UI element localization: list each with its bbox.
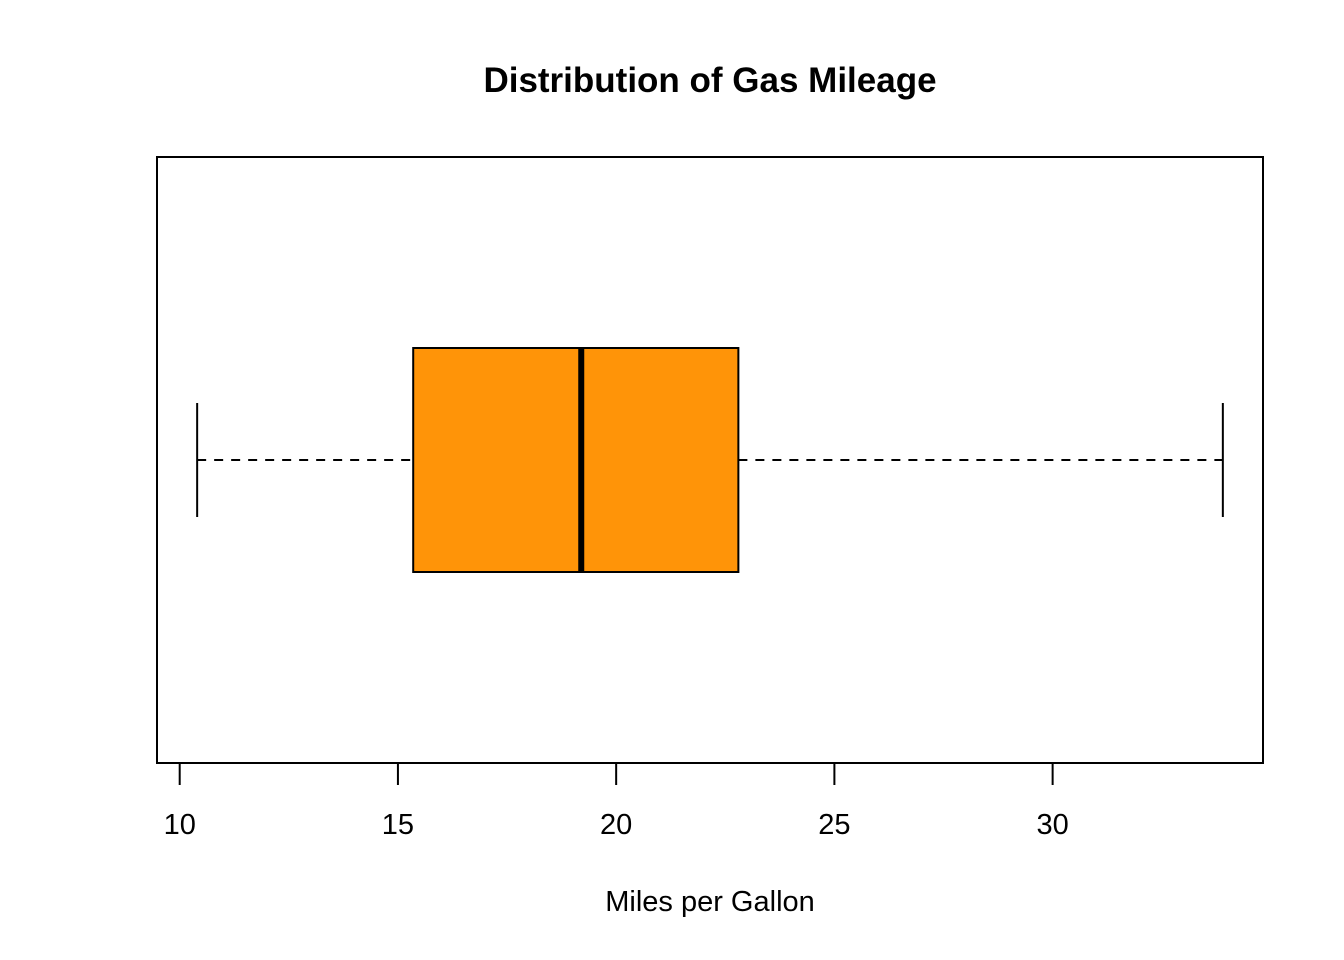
x-tick-label: 20 [600, 809, 632, 841]
x-tick-label: 10 [164, 809, 196, 841]
boxplot-marks [196, 347, 1224, 573]
x-tick-label: 15 [382, 809, 414, 841]
x-tick-label: 25 [818, 809, 850, 841]
x-tick-label: 30 [1036, 809, 1068, 841]
x-axis-label: Miles per Gallon [605, 886, 815, 918]
chart-title: Distribution of Gas Mileage [483, 61, 936, 100]
x-axis-ticks: 10 15 20 25 30 [164, 763, 1069, 841]
iqr-box [412, 347, 740, 573]
